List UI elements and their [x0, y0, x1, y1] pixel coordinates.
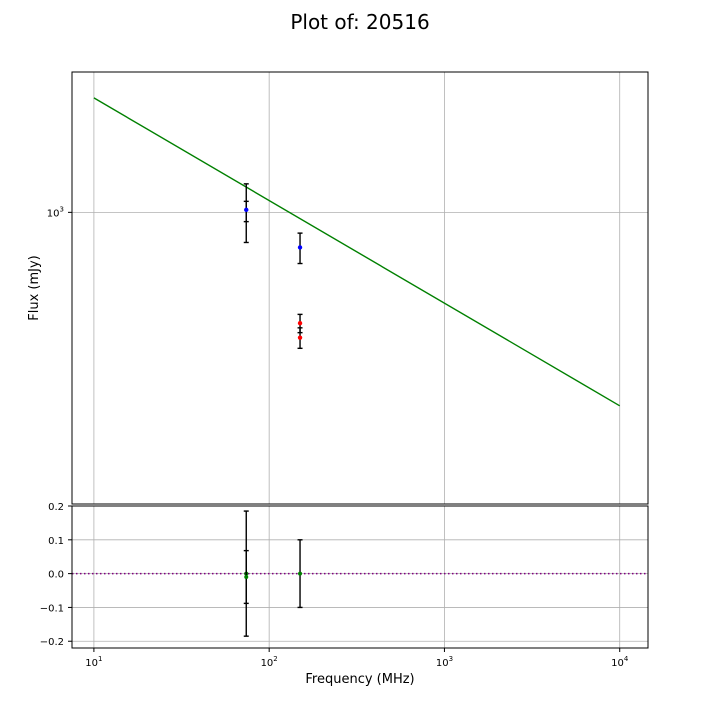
main-y-ticks: 103: [47, 205, 72, 219]
residual-y-ticks: −0.2 −0.1 0.0 0.1 0.2: [40, 502, 72, 648]
residual-y-tick-label: −0.2: [40, 637, 64, 648]
residual-y-tick-label: −0.1: [40, 603, 64, 614]
main-plot-area: [93, 97, 621, 407]
chart-title: Plot of: 20516: [290, 10, 429, 34]
main-plot-frame: [71, 71, 649, 505]
x-tick-label: 104: [611, 655, 629, 669]
x-tick-label: 101: [85, 655, 102, 669]
x-ticks: 101 102 103 104: [85, 648, 629, 669]
residual-y-tick-label: 0.0: [48, 570, 64, 581]
residual-data-point: [244, 575, 249, 579]
y-axis-label: Flux (mJy): [27, 255, 42, 321]
main-data-point: [244, 207, 249, 213]
residual-plot-frame: [71, 505, 649, 649]
main-data-point: [297, 335, 303, 340]
fit-line: [93, 97, 621, 407]
main-data-point: [297, 245, 303, 250]
x-tick-label: 103: [436, 655, 453, 669]
residual-plot-area: [72, 510, 648, 637]
residual-data-point: [298, 571, 303, 576]
main-data-point: [297, 320, 303, 326]
x-tick-label: 102: [261, 655, 278, 669]
main-y-tick-label: 103: [47, 205, 64, 219]
x-axis-label: Frequency (MHz): [305, 672, 414, 687]
main-grid: [72, 72, 648, 504]
residual-plot-panel: −0.2 −0.1 0.0 0.1 0.2 101 102 103 104 Frequency…: [40, 502, 649, 687]
residual-y-tick-label: 0.1: [48, 536, 64, 547]
main-plot-panel: 103 Flux (mJy): [27, 71, 649, 505]
residual-y-tick-label: 0.2: [48, 502, 64, 513]
